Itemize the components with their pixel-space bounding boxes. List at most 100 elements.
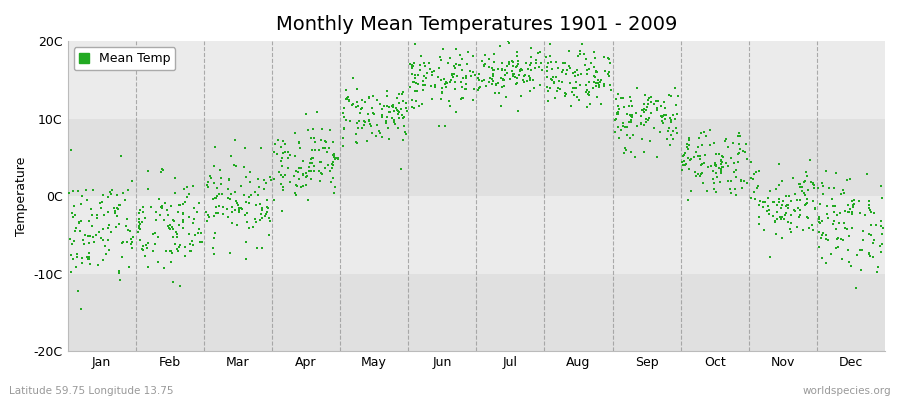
Point	[524, 54, 538, 60]
Point	[875, 241, 889, 247]
Point	[784, 229, 798, 235]
Point	[594, 101, 608, 108]
Point	[168, 174, 183, 181]
Point	[328, 152, 342, 159]
Point	[374, 112, 389, 118]
Point	[239, 210, 254, 216]
Legend: Mean Temp: Mean Temp	[74, 47, 176, 70]
Point	[523, 87, 537, 94]
Point	[140, 240, 155, 246]
Point	[646, 125, 661, 132]
Point	[438, 81, 453, 88]
Point	[176, 219, 190, 226]
Point	[849, 285, 863, 291]
Point	[208, 230, 222, 236]
Point	[772, 196, 787, 202]
Point	[338, 117, 353, 124]
Point	[590, 68, 604, 75]
Point	[103, 189, 117, 195]
Point	[327, 151, 341, 157]
Point	[299, 170, 313, 176]
Point	[76, 236, 90, 243]
Point	[254, 210, 268, 217]
Point	[587, 49, 601, 55]
Point	[749, 169, 763, 176]
Point	[459, 86, 473, 92]
Point	[136, 242, 150, 249]
Point	[793, 181, 807, 187]
Point	[136, 246, 150, 253]
Point	[571, 71, 585, 78]
Point	[654, 102, 669, 109]
Point	[510, 33, 525, 39]
Point	[626, 132, 641, 138]
Point	[619, 124, 634, 130]
Point	[718, 160, 733, 166]
Point	[756, 204, 770, 210]
Point	[305, 154, 320, 161]
Point	[675, 166, 689, 173]
Point	[558, 92, 572, 99]
Point	[768, 218, 782, 224]
Point	[258, 180, 273, 186]
Point	[867, 237, 881, 244]
Point	[715, 153, 729, 159]
Point	[133, 226, 148, 232]
Point	[775, 235, 789, 241]
Point	[717, 138, 732, 144]
Point	[819, 232, 833, 238]
Point	[380, 103, 394, 110]
Point	[433, 54, 447, 60]
Point	[74, 218, 88, 224]
Point	[610, 110, 625, 117]
Point	[835, 256, 850, 262]
Point	[411, 81, 426, 88]
Point	[216, 211, 230, 218]
Point	[408, 88, 422, 94]
Point	[260, 204, 274, 210]
Point	[509, 49, 524, 56]
Point	[767, 199, 781, 205]
Point	[803, 157, 817, 163]
Point	[589, 74, 603, 80]
Point	[445, 70, 459, 77]
Point	[795, 188, 809, 195]
Point	[392, 109, 406, 115]
Point	[104, 190, 118, 197]
Point	[299, 174, 313, 180]
Point	[466, 53, 481, 60]
Point	[289, 182, 303, 188]
Point	[288, 190, 302, 196]
Point	[178, 253, 193, 259]
Point	[209, 204, 223, 210]
Point	[771, 161, 786, 167]
Point	[305, 160, 320, 166]
Point	[529, 60, 544, 66]
Point	[706, 140, 721, 146]
Point	[449, 61, 464, 68]
Point	[546, 78, 561, 85]
Point	[72, 220, 86, 227]
Point	[403, 84, 418, 90]
Point	[336, 143, 350, 150]
Point	[404, 64, 419, 71]
Point	[166, 224, 180, 230]
Point	[155, 203, 169, 210]
Point	[182, 231, 196, 237]
Point	[225, 220, 239, 226]
Point	[404, 104, 419, 110]
Point	[830, 236, 844, 242]
Point	[400, 108, 414, 114]
Point	[274, 158, 289, 164]
Point	[535, 67, 549, 74]
Point	[706, 176, 720, 182]
Point	[494, 60, 508, 66]
Point	[260, 205, 274, 212]
Point	[654, 118, 669, 125]
Point	[163, 226, 177, 232]
Point	[616, 120, 630, 126]
Point	[200, 182, 214, 188]
Point	[495, 66, 509, 72]
Point	[523, 62, 537, 68]
Point	[713, 178, 727, 185]
